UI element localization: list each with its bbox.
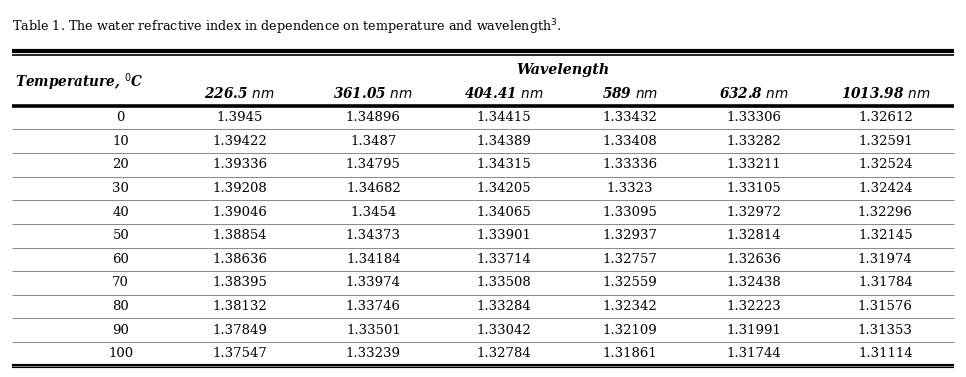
Text: 1.34315: 1.34315 bbox=[476, 158, 531, 171]
Text: 1.34389: 1.34389 bbox=[476, 135, 531, 148]
Text: 632.8 $nm$: 632.8 $nm$ bbox=[719, 86, 789, 101]
Text: 1.33282: 1.33282 bbox=[726, 135, 781, 148]
Text: 1.33901: 1.33901 bbox=[476, 229, 531, 242]
Text: 1.34795: 1.34795 bbox=[346, 158, 401, 171]
Text: 1.31991: 1.31991 bbox=[726, 324, 781, 337]
Text: Table 1. The water refractive index in dependence on temperature and wavelength$: Table 1. The water refractive index in d… bbox=[12, 17, 561, 37]
Text: 1.32109: 1.32109 bbox=[603, 324, 657, 337]
Text: 589 $nm$: 589 $nm$ bbox=[602, 86, 658, 101]
Text: 1.32424: 1.32424 bbox=[858, 182, 913, 195]
Text: 1.31744: 1.31744 bbox=[726, 347, 781, 360]
Text: 1.31974: 1.31974 bbox=[858, 253, 913, 266]
Text: 1.31784: 1.31784 bbox=[858, 276, 913, 290]
Text: 1.34896: 1.34896 bbox=[346, 111, 401, 124]
Text: 1.39422: 1.39422 bbox=[213, 135, 267, 148]
Text: 1.34682: 1.34682 bbox=[346, 182, 401, 195]
Text: 1.33239: 1.33239 bbox=[346, 347, 401, 360]
Text: 1.38395: 1.38395 bbox=[213, 276, 267, 290]
Text: 1.33042: 1.33042 bbox=[476, 324, 531, 337]
Text: 1.3454: 1.3454 bbox=[351, 205, 396, 219]
Text: 60: 60 bbox=[112, 253, 129, 266]
Text: 1.3487: 1.3487 bbox=[350, 135, 397, 148]
Text: 1.32757: 1.32757 bbox=[603, 253, 657, 266]
Text: 1.33105: 1.33105 bbox=[726, 182, 781, 195]
Text: 1.39336: 1.39336 bbox=[212, 158, 268, 171]
Text: 50: 50 bbox=[112, 229, 129, 242]
Text: 20: 20 bbox=[112, 158, 129, 171]
Text: 1.38132: 1.38132 bbox=[213, 300, 267, 313]
Text: 0: 0 bbox=[117, 111, 125, 124]
Text: 1.32972: 1.32972 bbox=[726, 205, 781, 219]
Text: 1.33501: 1.33501 bbox=[346, 324, 401, 337]
Text: 1.32524: 1.32524 bbox=[858, 158, 913, 171]
Text: 1.38636: 1.38636 bbox=[213, 253, 267, 266]
Text: 1.32559: 1.32559 bbox=[603, 276, 657, 290]
Text: 1.33306: 1.33306 bbox=[726, 111, 781, 124]
Text: 1.34415: 1.34415 bbox=[476, 111, 531, 124]
Text: 1.32814: 1.32814 bbox=[726, 229, 781, 242]
Text: 1.3323: 1.3323 bbox=[607, 182, 653, 195]
Text: 1.31353: 1.31353 bbox=[858, 324, 913, 337]
Text: 1.32296: 1.32296 bbox=[858, 205, 913, 219]
Text: 70: 70 bbox=[112, 276, 129, 290]
Text: 1.32937: 1.32937 bbox=[603, 229, 657, 242]
Text: 1.34373: 1.34373 bbox=[346, 229, 401, 242]
Text: 1.33432: 1.33432 bbox=[603, 111, 657, 124]
Text: Wavelength: Wavelength bbox=[517, 63, 610, 77]
Text: 1.32438: 1.32438 bbox=[726, 276, 781, 290]
Text: 1.37547: 1.37547 bbox=[213, 347, 267, 360]
Text: 1.39046: 1.39046 bbox=[213, 205, 267, 219]
Text: 1.34205: 1.34205 bbox=[476, 182, 531, 195]
Text: 361.05 $nm$: 361.05 $nm$ bbox=[333, 86, 413, 101]
Text: 1.33714: 1.33714 bbox=[476, 253, 531, 266]
Text: 1.38854: 1.38854 bbox=[213, 229, 267, 242]
Text: 1.33095: 1.33095 bbox=[603, 205, 657, 219]
Text: 80: 80 bbox=[112, 300, 129, 313]
Text: 1.32612: 1.32612 bbox=[858, 111, 913, 124]
Text: 1.32145: 1.32145 bbox=[858, 229, 913, 242]
Text: 90: 90 bbox=[112, 324, 129, 337]
Text: 1.32784: 1.32784 bbox=[476, 347, 531, 360]
Text: 1.33284: 1.33284 bbox=[476, 300, 531, 313]
Text: 1.37849: 1.37849 bbox=[213, 324, 267, 337]
Text: Temperature, $^0$C: Temperature, $^0$C bbox=[15, 71, 144, 93]
Text: 1.33974: 1.33974 bbox=[346, 276, 401, 290]
Text: 1.33211: 1.33211 bbox=[726, 158, 781, 171]
Text: 1.39208: 1.39208 bbox=[213, 182, 267, 195]
Text: 10: 10 bbox=[112, 135, 129, 148]
Text: 404.41 $nm$: 404.41 $nm$ bbox=[464, 86, 544, 101]
Text: 1.33508: 1.33508 bbox=[476, 276, 531, 290]
Text: 226.5 $nm$: 226.5 $nm$ bbox=[205, 86, 274, 101]
Text: 1.33746: 1.33746 bbox=[346, 300, 401, 313]
Text: 1.32342: 1.32342 bbox=[603, 300, 657, 313]
Text: 1.33408: 1.33408 bbox=[603, 135, 657, 148]
Text: 40: 40 bbox=[112, 205, 129, 219]
Text: 1.32223: 1.32223 bbox=[726, 300, 781, 313]
Text: 1.33336: 1.33336 bbox=[602, 158, 658, 171]
Text: 1.31861: 1.31861 bbox=[603, 347, 657, 360]
Text: 1.34065: 1.34065 bbox=[476, 205, 531, 219]
Text: 1.32636: 1.32636 bbox=[726, 253, 781, 266]
Text: 1.31114: 1.31114 bbox=[858, 347, 913, 360]
Text: 1.32591: 1.32591 bbox=[858, 135, 913, 148]
Text: 30: 30 bbox=[112, 182, 129, 195]
Text: 1.3945: 1.3945 bbox=[216, 111, 263, 124]
Text: 1013.98 $nm$: 1013.98 $nm$ bbox=[840, 86, 930, 101]
Text: 1.34184: 1.34184 bbox=[346, 253, 401, 266]
Text: 100: 100 bbox=[108, 347, 133, 360]
Text: 1.31576: 1.31576 bbox=[858, 300, 913, 313]
